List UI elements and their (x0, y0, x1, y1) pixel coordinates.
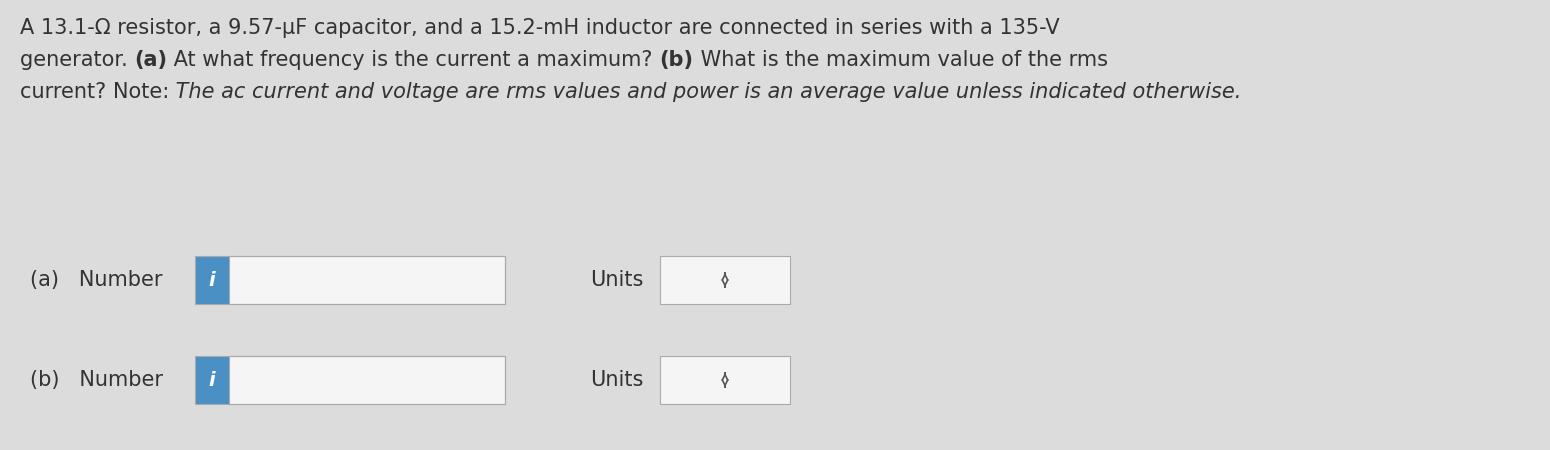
Bar (195, 256, 505, 304)
Text: (b): (b) (659, 50, 693, 70)
Bar (195, 356, 229, 404)
Bar (195, 356, 505, 404)
Text: What is the maximum value of the rms: What is the maximum value of the rms (693, 50, 1108, 70)
Text: (a)   Number: (a) Number (29, 270, 163, 290)
Bar (195, 256, 229, 304)
Text: generator.: generator. (20, 50, 135, 70)
Text: At what frequency is the current a maximum?: At what frequency is the current a maxim… (167, 50, 659, 70)
Text: The ac current and voltage are rms values and power is an average value unless i: The ac current and voltage are rms value… (169, 82, 1242, 102)
Text: i: i (209, 370, 215, 390)
Text: current?: current? (20, 82, 113, 102)
Text: Units: Units (591, 270, 643, 290)
Bar (660, 356, 790, 404)
Text: i: i (209, 270, 215, 289)
Text: (a): (a) (135, 50, 167, 70)
Bar (229, 356, 505, 404)
Text: Units: Units (591, 370, 643, 390)
Bar (660, 256, 790, 304)
Text: (b)   Number: (b) Number (29, 370, 163, 390)
Text: Note:: Note: (113, 82, 169, 102)
Bar (229, 256, 505, 304)
Text: A 13.1-Ω resistor, a 9.57-μF capacitor, and a 15.2-mH inductor are connected in : A 13.1-Ω resistor, a 9.57-μF capacitor, … (20, 18, 1060, 38)
